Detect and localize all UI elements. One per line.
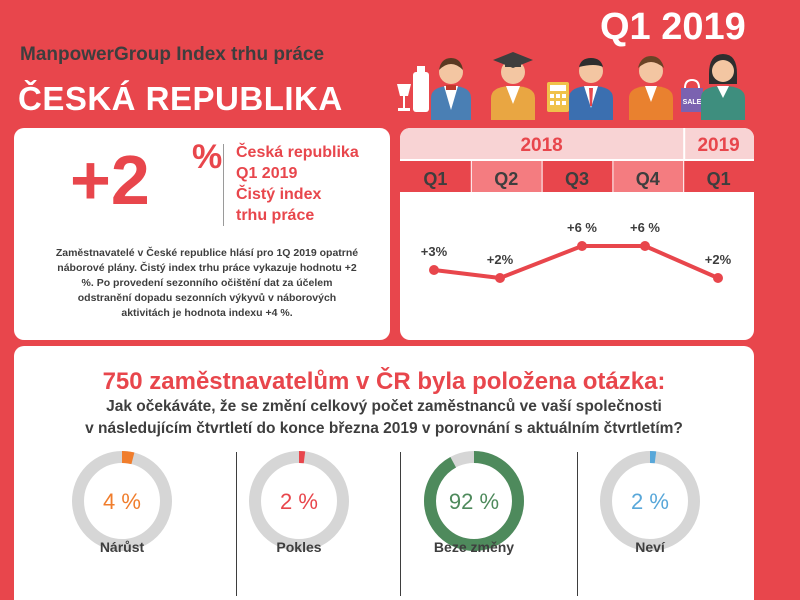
- calculator-icon: [547, 82, 569, 112]
- donut-slice: [72, 451, 172, 551]
- donut-value: 92 %: [449, 489, 499, 514]
- survey-title: 750 zaměstnavatelům v ČR byla položena o…: [102, 368, 666, 395]
- wine-bottle-icon: [397, 66, 429, 112]
- donut-label: Nárůst: [99, 539, 145, 555]
- year-header-bg: [685, 128, 754, 159]
- trend-value-label: +6 %: [630, 220, 660, 235]
- waiter-icon: [431, 58, 471, 120]
- donut-chart: 2 %: [249, 451, 349, 551]
- year-label: 2019: [697, 135, 739, 156]
- trend-point: [713, 273, 723, 283]
- donut-slice: [249, 451, 349, 551]
- result-separator: [577, 452, 578, 596]
- quarter-header-bg: [613, 161, 684, 192]
- trend-value-label: +2%: [487, 252, 514, 267]
- businessman-icon: [569, 58, 613, 120]
- year-header-bg: [400, 128, 684, 159]
- country-title: ČESKÁ REPUBLIKA: [18, 80, 343, 117]
- quarter-title: Q1 2019: [600, 6, 746, 48]
- caption-line: Čistý index: [236, 186, 322, 203]
- brand-title: ManpowerGroup Index trhu práce: [20, 44, 325, 65]
- trend-point: [495, 273, 505, 283]
- worker-icon: [629, 56, 673, 120]
- question-line: v následujícím čtvrtletí do konce března…: [85, 420, 683, 437]
- trend-value-label: +3%: [421, 244, 448, 259]
- trend-point: [577, 241, 587, 251]
- trend-card: 2018 2019 Q1 Q2 Q3 Q4 Q1 +3% +2% +6 % +6 % +2%: [400, 128, 754, 340]
- donut-chart: 4 %: [72, 451, 172, 551]
- index-percent-sign: %: [192, 138, 223, 176]
- trend-point: [640, 241, 650, 251]
- divider: [223, 144, 224, 226]
- summary-description: Zaměstnavatelé v České republice hlásí p…: [55, 247, 359, 319]
- index-value: +2: [70, 141, 150, 219]
- donut-label: Beze změny: [433, 539, 515, 555]
- result-separator: [236, 452, 237, 596]
- quarter-header-bg: [542, 161, 613, 192]
- donut-value: 4 %: [103, 489, 141, 514]
- donut-value: 2 %: [280, 489, 318, 514]
- quarter-header-bg: [471, 161, 542, 192]
- trend-value-label: +2%: [705, 252, 732, 267]
- donut-label: Pokles: [276, 539, 322, 555]
- donut-slice: [424, 451, 524, 551]
- graduate-icon: [491, 52, 535, 120]
- donut-value: 2 %: [631, 489, 669, 514]
- trend-line: [433, 244, 719, 280]
- donut-chart: 92 %: [424, 451, 524, 551]
- caption-line: Česká republika: [236, 144, 359, 161]
- caption-line: Q1 2019: [236, 165, 298, 182]
- quarter-label: Q4: [636, 169, 660, 189]
- index-caption: Česká republika Q1 2019 Čistý index trhu…: [236, 142, 359, 226]
- donut-slice: [600, 451, 700, 551]
- summary-card: +2 % Česká republika Q1 2019 Čistý index…: [14, 128, 390, 340]
- year-label: 2018: [520, 135, 562, 156]
- quarter-label: Q3: [565, 169, 589, 189]
- survey-card: 750 zaměstnavatelům v ČR byla položena o…: [14, 346, 754, 600]
- trend-point: [429, 265, 439, 275]
- trend-value-label: +6 %: [567, 220, 597, 235]
- caption-line: trhu práce: [236, 207, 315, 224]
- saleswoman-icon: [701, 54, 745, 120]
- donut-label: Neví: [635, 539, 665, 555]
- trend-chart: 2018 2019 Q1 Q2 Q3 Q4 Q1 +3% +2% +6 % +6 % +2%: [400, 128, 754, 283]
- result-separator: [400, 452, 401, 596]
- question-line: Jak očekáváte, že se změní celkový počet…: [106, 398, 662, 415]
- shopping-bag-icon: SALE: [681, 78, 703, 112]
- quarter-label: Q2: [494, 169, 518, 189]
- survey-question: Jak očekáváte, že se změní celkový počet…: [54, 396, 714, 440]
- professions-illustration: SALE: [397, 52, 745, 120]
- quarter-label: Q1: [423, 169, 447, 189]
- quarter-header-bg: [400, 161, 471, 192]
- donut-chart: 2 %: [600, 451, 700, 551]
- quarter-label: Q1: [707, 169, 731, 189]
- quarter-header-bg: [684, 161, 754, 192]
- svg-text:SALE: SALE: [683, 99, 702, 106]
